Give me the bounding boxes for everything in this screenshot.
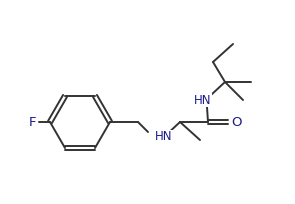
Text: HN: HN	[194, 93, 212, 106]
Text: HN: HN	[155, 131, 173, 143]
Text: F: F	[29, 115, 37, 129]
Text: O: O	[231, 115, 241, 129]
